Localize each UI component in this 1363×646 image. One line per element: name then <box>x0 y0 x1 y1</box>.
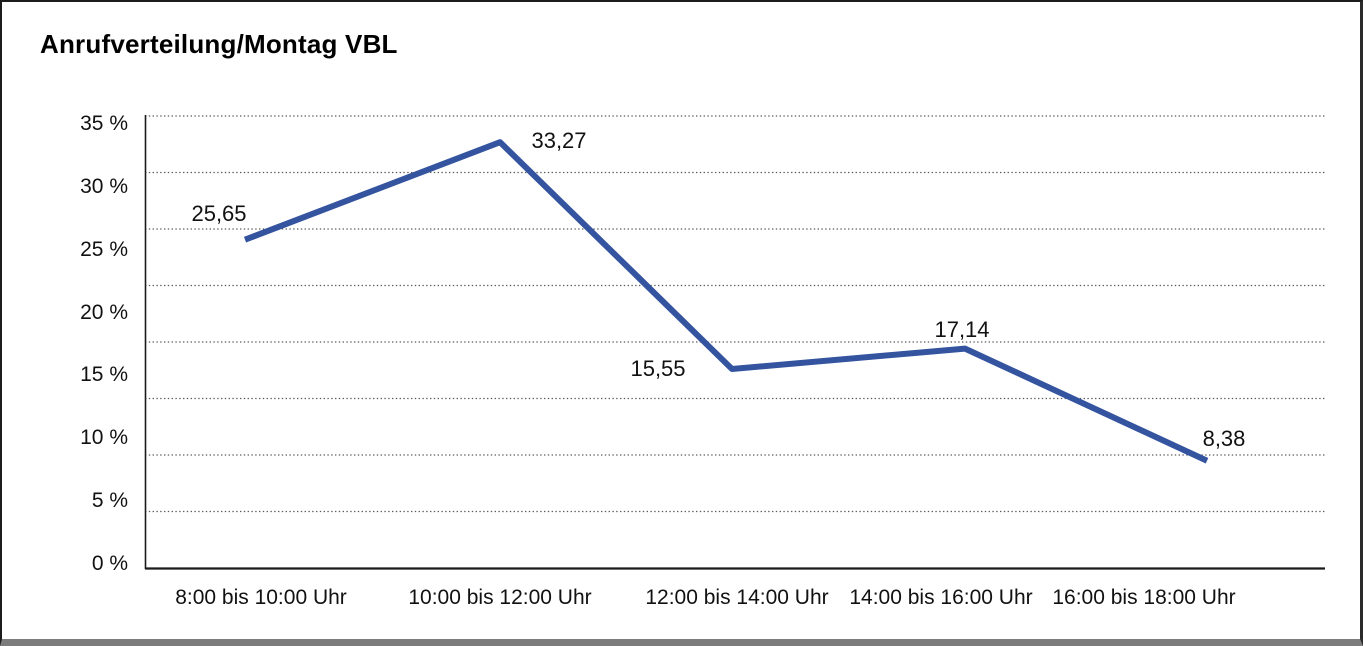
x-axis-category-label: 8:00 bis 10:00 Uhr <box>175 586 347 609</box>
x-axis-category-label: 12:00 bis 14:00 Uhr <box>645 586 829 609</box>
y-axis-tick-label: 20 % <box>80 300 128 324</box>
y-axis-tick-label: 0 % <box>91 552 128 575</box>
data-line <box>243 139 1209 464</box>
data-point-label: 17,14 <box>934 317 990 342</box>
y-axis-tick-label: 5 % <box>91 489 128 513</box>
x-axis-category-label: 16:00 bis 18:00 Uhr <box>1052 586 1236 609</box>
data-point-label: 8,38 <box>1202 426 1246 451</box>
data-point-label: 25,65 <box>191 201 247 226</box>
data-point-label: 15,55 <box>630 356 686 381</box>
y-axis-tick-label: 10 % <box>80 426 128 450</box>
y-axis-tick-label: 35 % <box>80 112 128 135</box>
chart-title: Anrufverteilung/Montag VBL <box>40 29 398 59</box>
data-point-label: 33,27 <box>531 128 587 153</box>
y-axis-tick-label: 15 % <box>80 363 128 387</box>
x-axis-category-label: 14:00 bis 16:00 Uhr <box>849 586 1033 609</box>
y-axis-tick-label: 25 % <box>80 237 128 261</box>
y-axis-tick-label: 30 % <box>80 174 128 198</box>
x-axis-category-label: 10:00 bis 12:00 Uhr <box>408 586 592 609</box>
